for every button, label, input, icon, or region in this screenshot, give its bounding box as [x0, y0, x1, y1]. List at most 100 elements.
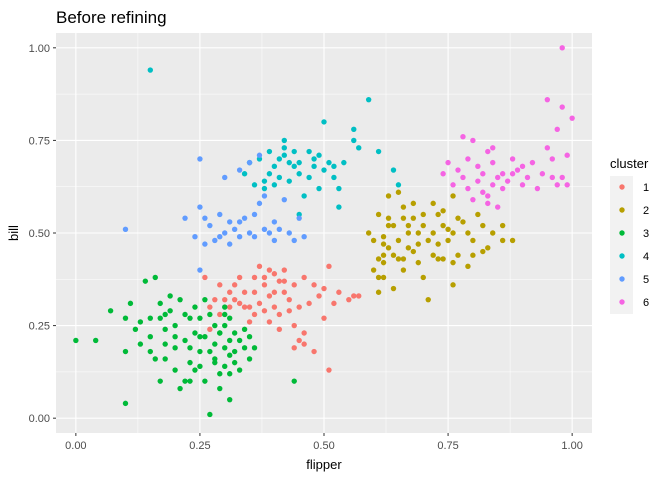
point-cluster-3 — [212, 322, 218, 329]
point-cluster-6 — [564, 182, 570, 188]
point-cluster-5 — [222, 230, 228, 236]
point-cluster-3 — [167, 308, 173, 314]
point-cluster-1 — [271, 271, 278, 277]
x-axis-ticks: 0.00 0.25 0.50 0.75 1.00 — [65, 433, 583, 452]
point-cluster-1 — [281, 278, 287, 284]
point-cluster-4 — [306, 174, 312, 181]
point-cluster-3 — [172, 334, 178, 340]
point-cluster-3 — [217, 385, 223, 392]
point-cluster-1 — [331, 300, 337, 307]
point-cluster-3 — [162, 311, 168, 318]
point-cluster-4 — [326, 159, 332, 166]
point-cluster-3 — [207, 311, 213, 318]
point-cluster-4 — [276, 174, 283, 181]
point-cluster-6 — [509, 156, 516, 162]
point-cluster-2 — [395, 189, 402, 195]
point-cluster-3 — [187, 359, 193, 366]
point-cluster-4 — [311, 156, 317, 162]
point-cluster-3 — [231, 359, 238, 366]
point-cluster-2 — [450, 193, 456, 199]
point-cluster-4 — [316, 185, 322, 192]
point-cluster-2 — [400, 204, 407, 210]
point-cluster-6 — [544, 96, 551, 103]
legend-label-4: 4 — [643, 251, 649, 263]
point-cluster-3 — [197, 315, 203, 321]
point-cluster-3 — [137, 341, 144, 347]
point-cluster-6 — [499, 171, 506, 177]
point-cluster-3 — [132, 326, 139, 332]
point-cluster-3 — [212, 359, 218, 366]
point-cluster-1 — [321, 315, 327, 321]
point-cluster-3 — [227, 371, 233, 377]
point-cluster-6 — [470, 137, 476, 144]
point-cluster-2 — [420, 211, 426, 218]
point-cluster-1 — [246, 304, 253, 310]
point-cluster-2 — [455, 252, 461, 258]
y-tick-label: 0.50 — [29, 228, 50, 240]
point-cluster-4 — [321, 119, 327, 125]
point-cluster-5 — [241, 215, 248, 221]
point-cluster-4 — [365, 96, 372, 103]
point-cluster-6 — [549, 156, 555, 162]
point-cluster-2 — [425, 296, 431, 303]
point-cluster-3 — [147, 334, 153, 340]
point-cluster-3 — [222, 363, 228, 370]
point-cluster-4 — [256, 156, 263, 162]
point-cluster-5 — [227, 219, 233, 225]
point-cluster-2 — [435, 241, 441, 247]
point-cluster-2 — [370, 237, 377, 244]
point-cluster-1 — [271, 304, 278, 310]
point-cluster-2 — [420, 274, 426, 281]
point-cluster-1 — [281, 289, 287, 295]
point-cluster-2 — [380, 234, 387, 240]
point-cluster-6 — [559, 104, 565, 110]
point-cluster-2 — [470, 252, 476, 258]
point-cluster-3 — [222, 304, 228, 310]
point-cluster-2 — [410, 215, 417, 221]
point-cluster-5 — [217, 211, 223, 218]
point-cluster-1 — [246, 319, 253, 325]
point-cluster-3 — [192, 367, 198, 373]
point-cluster-3 — [192, 304, 198, 310]
point-cluster-2 — [380, 259, 387, 266]
point-cluster-6 — [460, 174, 466, 181]
point-cluster-6 — [465, 185, 471, 192]
point-cluster-2 — [499, 222, 506, 229]
point-cluster-1 — [256, 263, 263, 270]
point-cluster-3 — [197, 334, 203, 340]
point-cluster-1 — [326, 367, 332, 373]
point-cluster-2 — [410, 200, 417, 207]
point-cluster-5 — [301, 234, 307, 240]
point-cluster-6 — [544, 145, 551, 151]
point-cluster-2 — [405, 222, 412, 229]
point-cluster-3 — [147, 348, 153, 355]
point-cluster-2 — [400, 256, 407, 262]
point-cluster-6 — [485, 200, 491, 207]
point-cluster-1 — [207, 304, 213, 310]
x-tick-label: 0.25 — [189, 440, 210, 452]
point-cluster-6 — [495, 204, 501, 210]
point-cluster-2 — [470, 237, 476, 244]
point-cluster-3 — [157, 378, 163, 384]
point-cluster-3 — [231, 330, 238, 336]
point-cluster-2 — [380, 274, 387, 281]
point-cluster-5 — [197, 204, 203, 210]
point-cluster-1 — [301, 341, 307, 347]
point-cluster-1 — [227, 304, 233, 310]
point-cluster-2 — [390, 285, 397, 292]
point-cluster-3 — [177, 385, 183, 392]
point-cluster-2 — [390, 222, 397, 229]
point-cluster-1 — [286, 308, 292, 314]
point-cluster-5 — [256, 152, 263, 158]
point-cluster-1 — [251, 289, 258, 295]
point-cluster-1 — [236, 300, 243, 307]
point-cluster-6 — [519, 182, 526, 188]
point-cluster-5 — [271, 219, 278, 225]
point-cluster-4 — [281, 152, 287, 158]
point-cluster-2 — [385, 215, 392, 221]
point-cluster-4 — [311, 163, 317, 170]
point-cluster-4 — [286, 178, 292, 184]
point-cluster-2 — [405, 245, 412, 251]
point-cluster-2 — [425, 237, 431, 244]
point-cluster-1 — [276, 311, 283, 318]
